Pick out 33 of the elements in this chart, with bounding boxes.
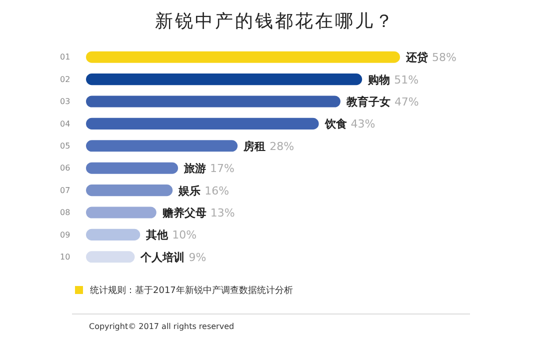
data-label: 还贷 58% bbox=[405, 51, 456, 64]
bar bbox=[86, 51, 400, 63]
bar bbox=[86, 74, 362, 86]
text: 统计规则：基于2017年新锐中产调查数据统计分析 bbox=[90, 285, 293, 296]
data-label: 教育子女 47% bbox=[345, 95, 419, 108]
y-tick-label: 06 bbox=[60, 164, 70, 173]
chart-title: 新锐中产的钱都花在哪儿？ bbox=[155, 11, 395, 32]
bar bbox=[86, 228, 140, 240]
data-label: 旅游 17% bbox=[183, 162, 234, 176]
y-tick-label: 09 bbox=[60, 230, 70, 240]
text: Copyright© 2017 all rights reserved bbox=[89, 322, 234, 331]
bar bbox=[86, 140, 238, 152]
data-label: 房租 28% bbox=[242, 140, 294, 153]
y-tick-label: 08 bbox=[60, 208, 70, 218]
bar bbox=[86, 118, 319, 130]
y-tick-label: 03 bbox=[60, 97, 70, 106]
bar bbox=[86, 251, 135, 263]
data-label: 赡养父母 13% bbox=[161, 206, 235, 220]
data-label: 购物 51% bbox=[367, 73, 419, 86]
bar bbox=[86, 184, 173, 196]
bar bbox=[86, 162, 178, 174]
y-tick-label: 02 bbox=[60, 74, 70, 84]
y-tick-label: 07 bbox=[60, 186, 70, 195]
y-tick-label: 10 bbox=[60, 252, 70, 262]
data-label: 娱乐 16% bbox=[178, 184, 230, 198]
data-label: 其他 10% bbox=[145, 228, 197, 242]
y-tick-label: 01 bbox=[60, 52, 70, 62]
bar bbox=[86, 206, 156, 218]
bar bbox=[86, 96, 340, 108]
data-label: 个人培训 9% bbox=[140, 250, 206, 264]
y-tick-label: 04 bbox=[60, 119, 70, 128]
y-tick-label: 05 bbox=[60, 141, 70, 150]
data-label: 饮食 43% bbox=[324, 118, 376, 131]
